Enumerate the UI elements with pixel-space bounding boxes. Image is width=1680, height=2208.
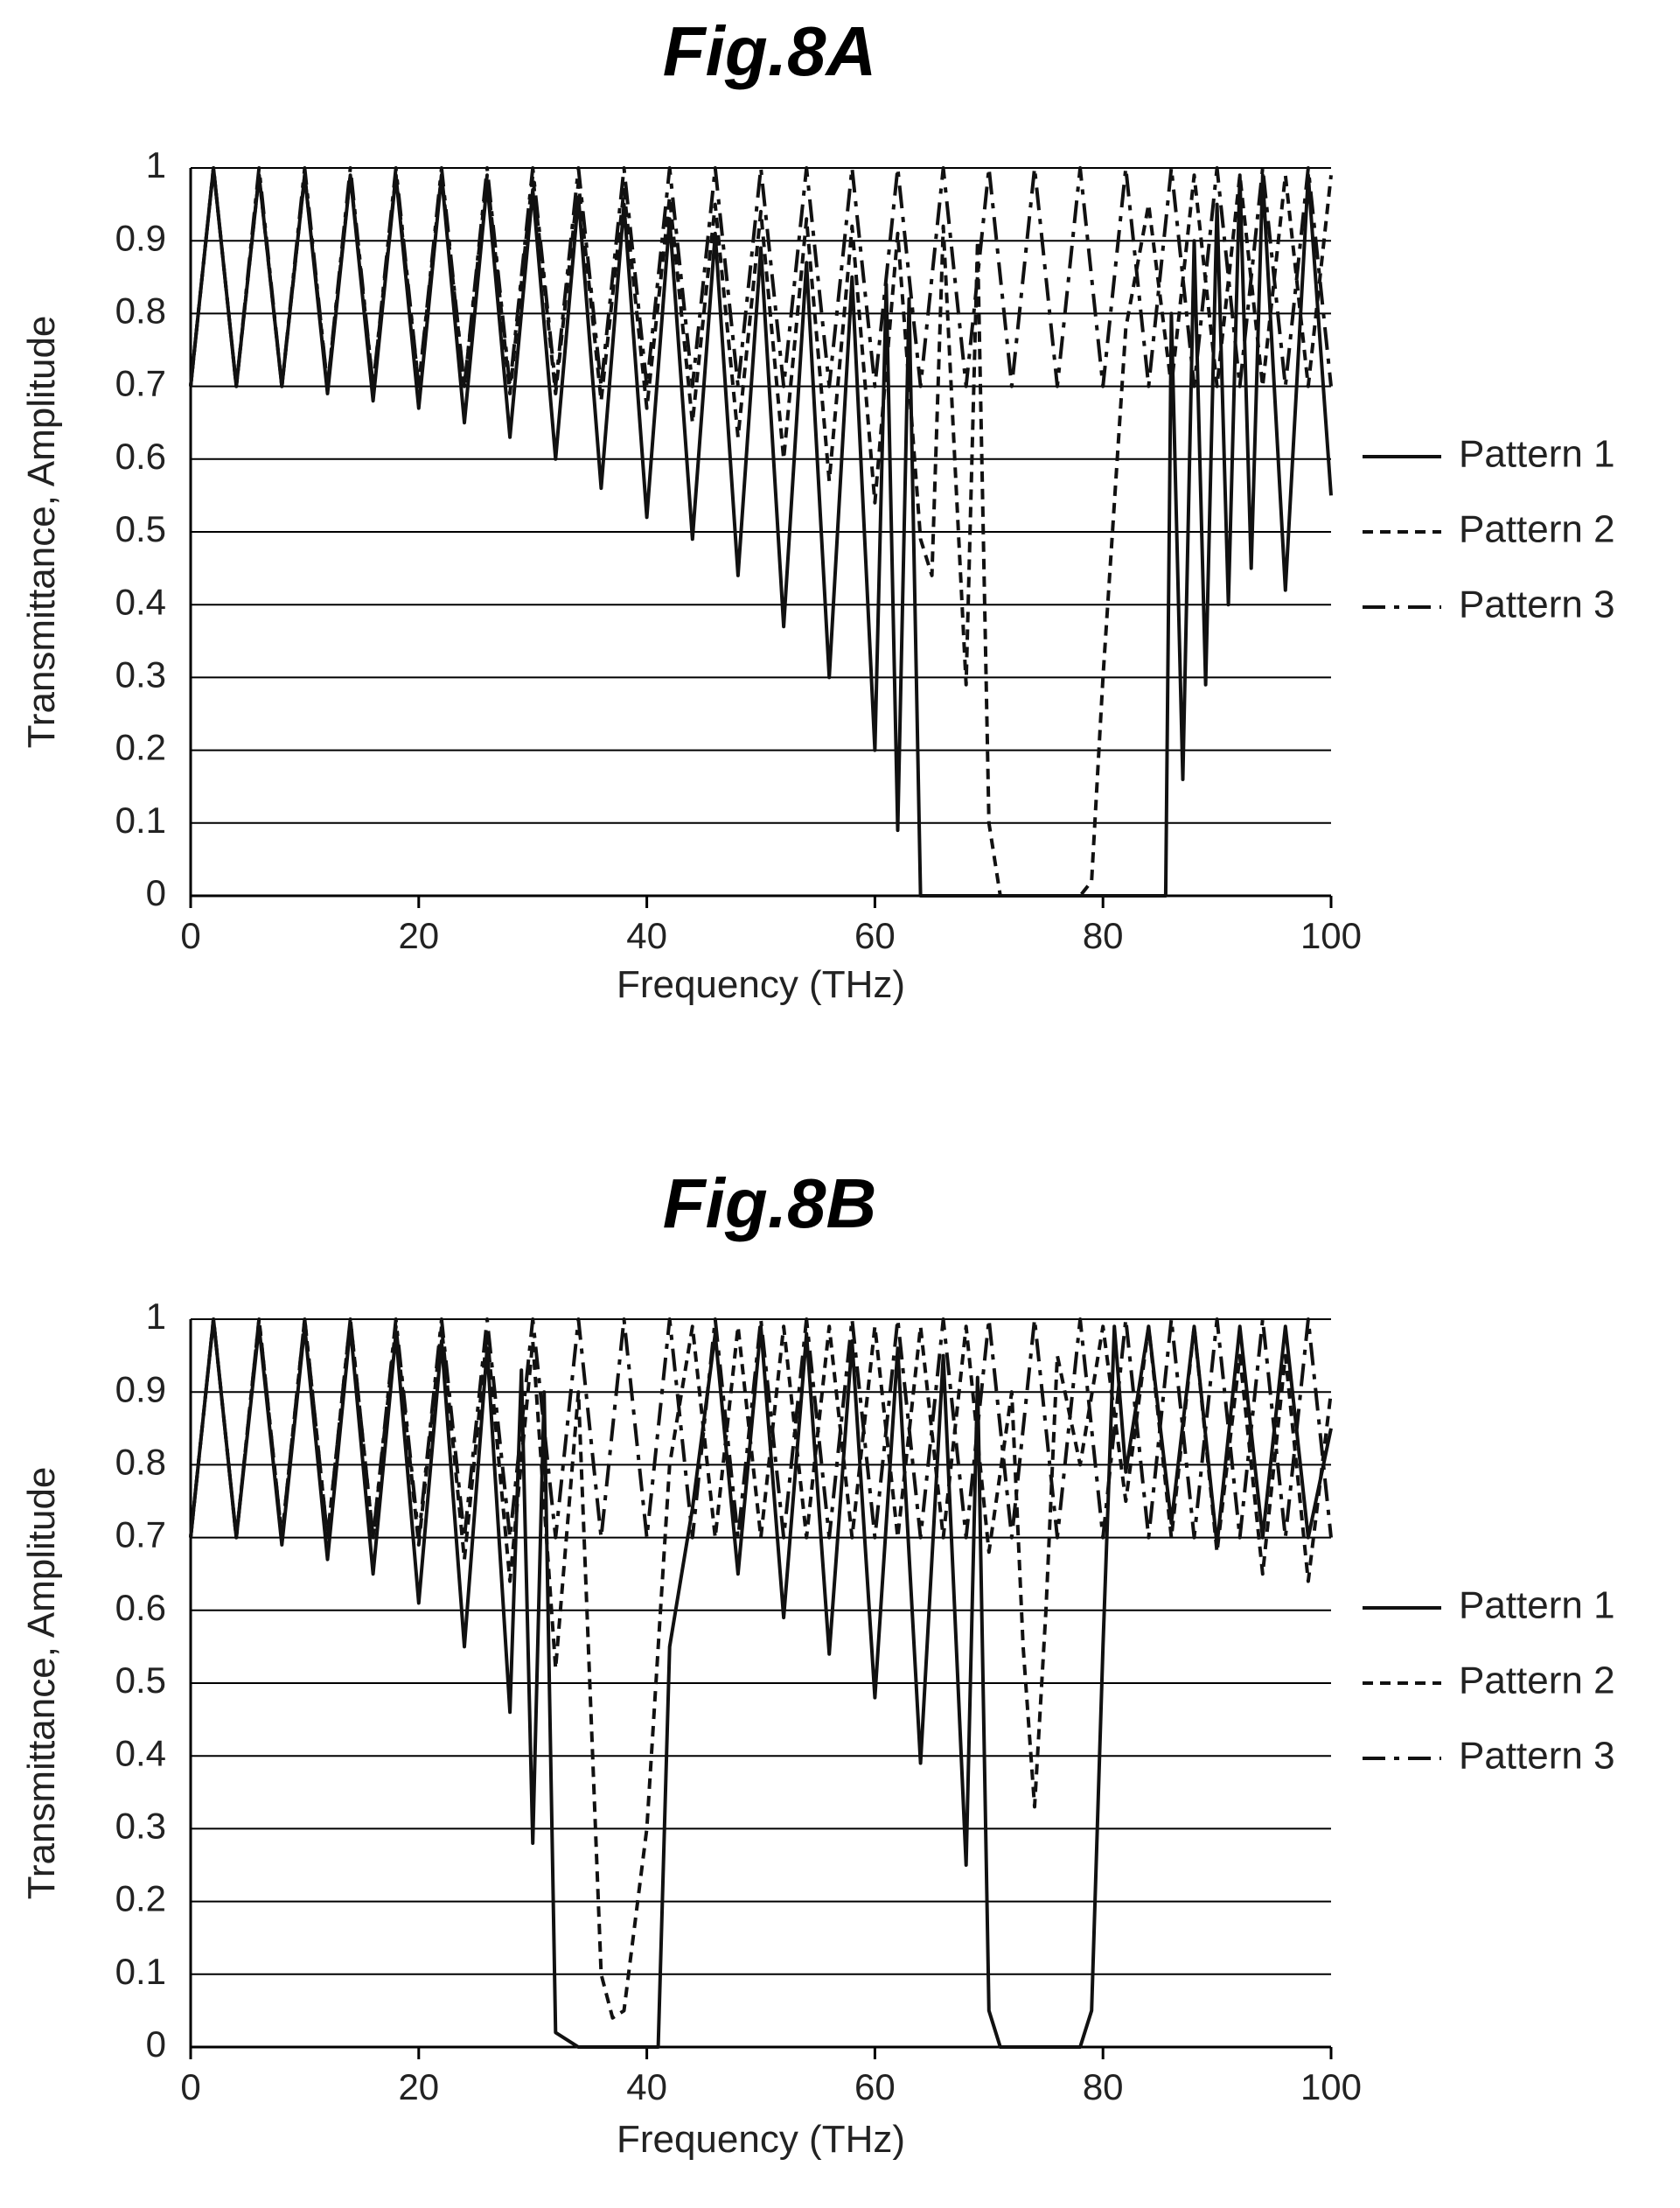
y-tick-label: 0.7 [115,363,166,404]
x-tick-label: 20 [398,915,439,956]
legend-label-pattern-1: Pattern 1 [1459,1584,1615,1627]
y-tick-label: 0.5 [115,1659,166,1701]
chart-title: Fig.8B [663,1164,876,1242]
x-tick-label: 40 [626,2066,667,2107]
x-tick-label: 80 [1083,2066,1124,2107]
y-axis-label: Transmittance, Amplitude [20,316,63,749]
legend-label-pattern-3: Pattern 3 [1459,583,1615,626]
x-tick-label: 100 [1300,2066,1362,2107]
y-tick-label: 0.6 [115,436,166,477]
y-tick-label: 0.4 [115,1732,166,1773]
series-line-pattern-1 [189,166,1333,898]
y-tick-label: 0.6 [115,1587,166,1628]
x-tick-label: 100 [1300,915,1362,956]
y-tick-label: 0.4 [115,581,166,622]
chart-2: Fig.8B 0 0.1 0.2 0.3 0.4 0.5 0.6 0.7 0.8 0.9 1 0 20 40… [20,1164,1615,2161]
y-tick-label: 0 [146,872,166,913]
y-tick-label: 0.2 [115,1878,166,1919]
x-tick-label: 0 [180,2066,200,2107]
y-tick-label: 0 [146,2023,166,2065]
y-tick-label: 1 [146,1296,166,1337]
x-axis-label: Frequency (THz) [617,2118,905,2161]
x-tick-label: 60 [854,915,896,956]
x-axis-label: Frequency (THz) [617,963,905,1006]
y-tick-label: 0.9 [115,1368,166,1409]
y-tick-label: 0.5 [115,508,166,549]
y-tick-label: 0.8 [115,1441,166,1482]
series-line-pattern-3 [189,1317,1333,1540]
series-line-pattern-3 [189,166,1333,388]
x-tick-label: 0 [180,915,200,956]
chart-1: Fig.8A 0 0.1 0.2 0.3 0.4 0.5 0.6 0.7 0.8 0.9 1 0 20 40… [20,12,1615,1006]
legend-label-pattern-2: Pattern 2 [1459,1659,1615,1702]
y-axis-label: Transmittance, Amplitude [20,1467,63,1900]
legend-label-pattern-2: Pattern 2 [1459,508,1615,551]
x-tick-label: 60 [854,2066,896,2107]
y-tick-label: 0.7 [115,1514,166,1555]
x-tick-label: 20 [398,2066,439,2107]
chart-title: Fig.8A [663,12,876,90]
y-tick-label: 0.1 [115,1951,166,1992]
y-tick-label: 0.3 [115,653,166,695]
x-tick-label: 80 [1083,915,1124,956]
y-tick-label: 0.3 [115,1805,166,1846]
y-tick-label: 0.2 [115,727,166,768]
legend-label-pattern-3: Pattern 3 [1459,1735,1615,1778]
x-tick-label: 40 [626,915,667,956]
legend-label-pattern-1: Pattern 1 [1459,433,1615,476]
y-tick-label: 1 [146,144,166,185]
y-tick-label: 0.8 [115,290,166,331]
y-tick-label: 0.9 [115,217,166,258]
y-tick-label: 0.1 [115,800,166,841]
